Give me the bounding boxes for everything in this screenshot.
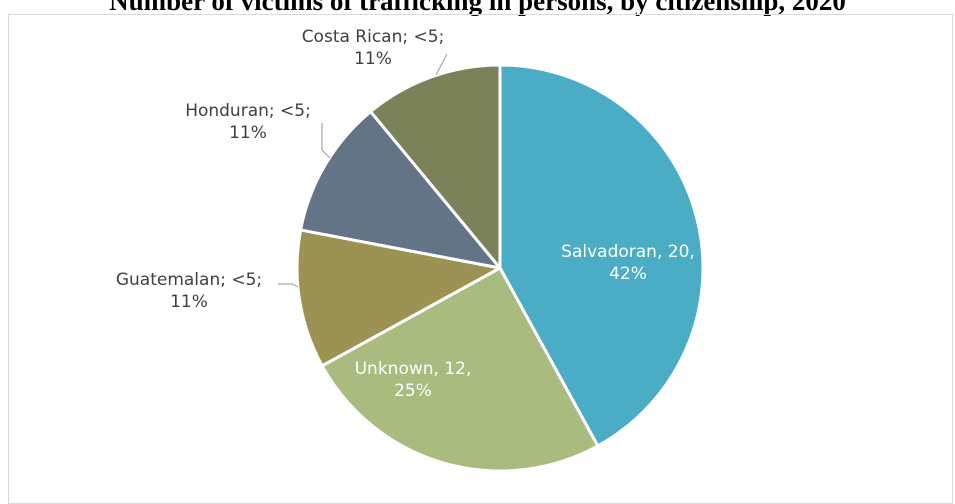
data-label-line1: Guatemalan; <5; (116, 270, 262, 290)
leader-line-honduran (321, 123, 331, 159)
data-label-honduran: Honduran; <5; 11% (185, 101, 311, 143)
data-label-line1: Salvadoran, 20, (561, 242, 695, 262)
pie-slice-costa-rican (369, 63, 502, 270)
pie-slice-unknown (320, 266, 600, 473)
leader-line-guatemalan (278, 283, 299, 288)
data-label-line1: Honduran; <5; (185, 101, 311, 121)
leader-line-costa-rican (435, 53, 448, 76)
data-label-costa-rican: Costa Rican; <5; 11% (302, 27, 445, 69)
pie-slice-guatemalan (295, 228, 502, 368)
chart-title: Number of victims of trafficking in pers… (109, 0, 846, 16)
data-label-line1: Costa Rican; <5; (302, 27, 445, 47)
data-label-line1: Unknown, 12, (355, 359, 472, 379)
pie-slice-salvadoran (498, 63, 705, 448)
data-label-salvadoran: Salvadoran, 20, 42% (561, 242, 695, 284)
pie-slice-honduran (299, 110, 502, 270)
data-label-line2: 42% (609, 264, 647, 284)
data-label-line2: 25% (394, 381, 432, 401)
data-label-line2: 11% (354, 49, 392, 69)
data-label-guatemalan: Guatemalan; <5; 11% (116, 270, 262, 312)
data-label-line2: 11% (229, 123, 267, 143)
data-label-unknown: Unknown, 12, 25% (355, 359, 472, 401)
data-label-line2: 11% (170, 292, 208, 312)
